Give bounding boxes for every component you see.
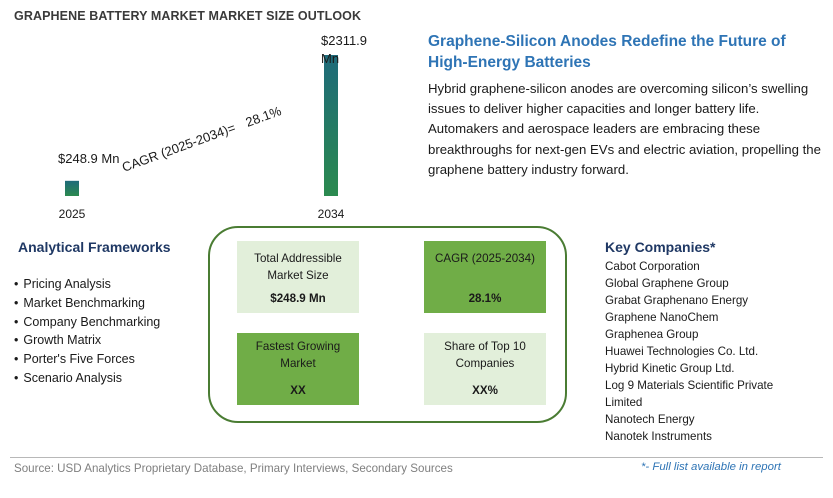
frameworks-title: Analytical Frameworks [18,239,171,255]
bar-chart: $248.9 Mn 2025 $2311.9 Mn 2034 CAGR (2025-20… [58,33,367,221]
framework-item: Company Benchmarking [14,313,160,332]
bar-2034 [324,55,338,196]
framework-item: Scenario Analysis [14,369,160,388]
framework-item: Pricing Analysis [14,275,160,294]
metric-card-top10-share: Share of Top 10 Companies XX% [424,333,546,405]
metric-value: 28.1% [468,292,502,305]
cagr-label: CAGR (2025-2034)=28.1% [120,103,284,175]
framework-item: Porter's Five Forces [14,350,160,369]
company-item: Graphene NanoChem [605,311,719,324]
metric-value: $248.9 Mn [270,292,326,305]
description: Hybrid graphene-silicon anodes are overc… [428,81,821,177]
data-label: $248.9 Mn [58,151,119,166]
headline: Graphene-Silicon Anodes Redefine the Fut… [428,33,786,71]
cagr-label-text: CAGR (2025-2034)= [120,120,238,175]
company-item: Huawei Technologies Co. Ltd. [605,345,759,358]
company-item: Hybrid Kinetic Group Ltd. [605,362,735,375]
metrics-box [208,226,567,423]
frameworks-list: Pricing Analysis Market Benchmarking Com… [14,275,160,388]
footer-divider [10,457,823,458]
cagr-value-text: 28.1% [244,103,284,130]
companies-title: Key Companies* [605,239,716,255]
metric-card-market-size: Total Addressible Market Size $248.9 Mn [237,241,359,313]
metric-label: CAGR (2025-2034) [435,252,535,265]
company-item: Nanotech Energy [605,413,695,426]
framework-item: Growth Matrix [14,331,160,350]
metric-label: Share of Top 10 Companies [444,340,526,370]
company-item: Grabat Graphenano Energy [605,294,749,307]
framework-item: Market Benchmarking [14,294,160,313]
company-item: Log 9 Materials Scientific Private Limit… [605,379,774,409]
source-note: Source: USD Analytics Proprietary Databa… [14,462,453,475]
metric-value: XX% [472,384,498,397]
bar-2025 [65,180,79,196]
metric-value: XX [290,384,306,397]
company-item: Graphenea Group [605,328,699,341]
metric-card-cagr: CAGR (2025-2034) 28.1% [424,241,546,313]
company-item: Nanotek Instruments [605,430,712,443]
chart-title: GRAPHENE BATTERY MARKET MARKET SIZE OUTL… [14,9,362,23]
metric-label: Total Addressible Market Size [254,252,342,282]
x-tick-label: 2034 [318,207,345,221]
company-item: Cabot Corporation [605,260,700,273]
metric-card-fastest-market: Fastest Growing Market XX [237,333,359,405]
metric-label: Fastest Growing Market [255,340,341,370]
full-list-note: *- Full list available in report [641,461,781,473]
data-label: $2311.9 Mn [321,33,367,66]
companies-list: Cabot Corporation Global Graphene Group … [605,258,805,445]
company-item: Global Graphene Group [605,277,729,290]
x-tick-label: 2025 [59,207,86,221]
